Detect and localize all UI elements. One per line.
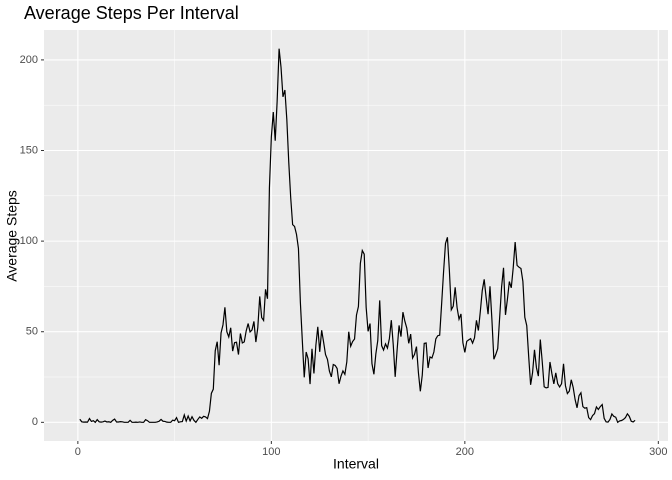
line <box>79 48 636 424</box>
y-tick-label: 200 <box>20 54 38 66</box>
x-tick-label: 200 <box>456 446 474 458</box>
y-tick-label: 0 <box>32 416 38 428</box>
y-tick-label: 150 <box>20 144 38 156</box>
y-tick-label: 50 <box>26 326 38 338</box>
x-tick-label: 0 <box>75 446 81 458</box>
x-tick-label: 300 <box>649 446 667 458</box>
chart-title: Average Steps Per Interval <box>24 3 239 23</box>
x-axis-title: Interval <box>333 456 379 472</box>
y-tick-label: 100 <box>20 235 38 247</box>
plot-background <box>44 30 668 441</box>
x-tick-label: 100 <box>262 446 280 458</box>
y-axis-title: Average Steps <box>4 190 20 282</box>
